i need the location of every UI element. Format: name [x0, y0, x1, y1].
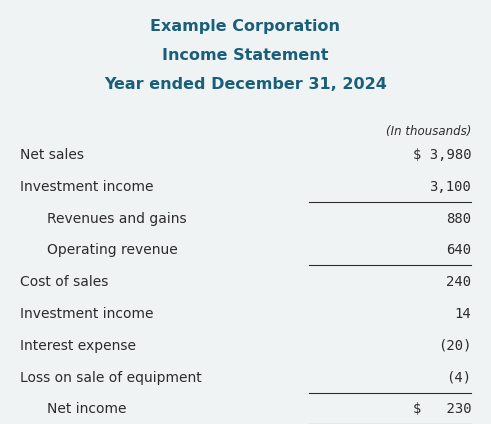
Text: Revenues and gains: Revenues and gains — [47, 212, 186, 226]
Text: 880: 880 — [446, 212, 471, 226]
Text: $   230: $ 230 — [413, 402, 471, 416]
Text: Interest expense: Interest expense — [20, 339, 136, 353]
Text: Net income: Net income — [47, 402, 126, 416]
Text: 640: 640 — [446, 243, 471, 257]
Text: Operating revenue: Operating revenue — [47, 243, 177, 257]
Text: 14: 14 — [455, 307, 471, 321]
Text: Cost of sales: Cost of sales — [20, 275, 108, 289]
Text: $ 3,980: $ 3,980 — [413, 148, 471, 162]
Text: Investment income: Investment income — [20, 307, 153, 321]
Text: (In thousands): (In thousands) — [386, 125, 471, 138]
Text: 3,100: 3,100 — [430, 180, 471, 194]
Text: Loss on sale of equipment: Loss on sale of equipment — [20, 371, 201, 385]
Text: Year ended December 31, 2024: Year ended December 31, 2024 — [104, 77, 387, 92]
Text: Example Corporation: Example Corporation — [151, 19, 340, 34]
Text: (20): (20) — [438, 339, 471, 353]
Text: 240: 240 — [446, 275, 471, 289]
Text: Net sales: Net sales — [20, 148, 83, 162]
Text: (4): (4) — [446, 371, 471, 385]
Text: Income Statement: Income Statement — [162, 48, 329, 63]
Text: Investment income: Investment income — [20, 180, 153, 194]
